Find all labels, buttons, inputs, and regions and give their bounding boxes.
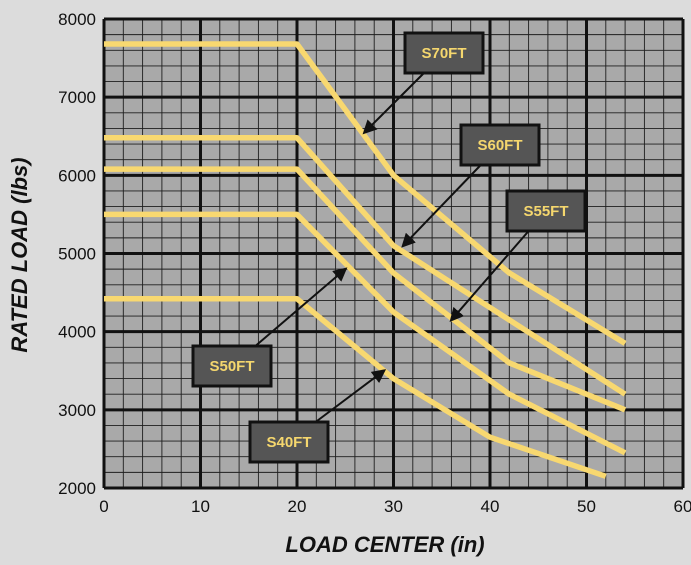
y-tick-label: 6000 (58, 166, 96, 185)
callout-label-s50ft: S50FT (209, 358, 254, 375)
y-tick-label: 7000 (58, 88, 96, 107)
x-tick-label: 30 (384, 497, 403, 516)
callout-box-s40ft (248, 420, 330, 464)
x-tick-label: 10 (191, 497, 210, 516)
y-tick-label: 8000 (58, 10, 96, 29)
x-tick-label: 20 (288, 497, 307, 516)
x-tick-label: 40 (481, 497, 500, 516)
y-axis-title: RATED LOAD (lbs) (7, 157, 32, 352)
callout-label-s70ft: S70FT (421, 45, 466, 62)
callout-box-s70ft (403, 31, 485, 75)
x-axis-title: LOAD CENTER (in) (285, 532, 484, 557)
callout-arrow-s70ft (362, 72, 425, 135)
callout-label-s60ft: S60FT (477, 137, 522, 154)
x-tick-label: 0 (99, 497, 108, 516)
series-line-s60ft (104, 135, 627, 397)
x-tick-label: 50 (577, 497, 596, 516)
series-line-s50ft (104, 211, 627, 456)
y-tick-label: 2000 (58, 479, 96, 498)
y-tick-label: 3000 (58, 401, 96, 420)
callout-label-s40ft: S40FT (266, 434, 311, 451)
callout-box-s55ft (505, 189, 587, 233)
callout-box-s50ft (191, 344, 273, 388)
callout-arrow-s55ft (449, 230, 530, 323)
callout-box-s60ft (459, 123, 541, 167)
series-line-s40ft (104, 296, 607, 479)
callout-arrow-s50ft (254, 267, 348, 347)
series-line-s55ft (104, 166, 627, 413)
callout-arrow-s40ft (315, 369, 387, 423)
series-line-s70ft (104, 41, 627, 346)
x-tick-label: 60 (674, 497, 691, 516)
y-tick-label: 4000 (58, 323, 96, 342)
callout-label-s55ft: S55FT (523, 203, 568, 220)
y-tick-label: 5000 (58, 245, 96, 264)
callout-arrow-s60ft (401, 164, 482, 248)
